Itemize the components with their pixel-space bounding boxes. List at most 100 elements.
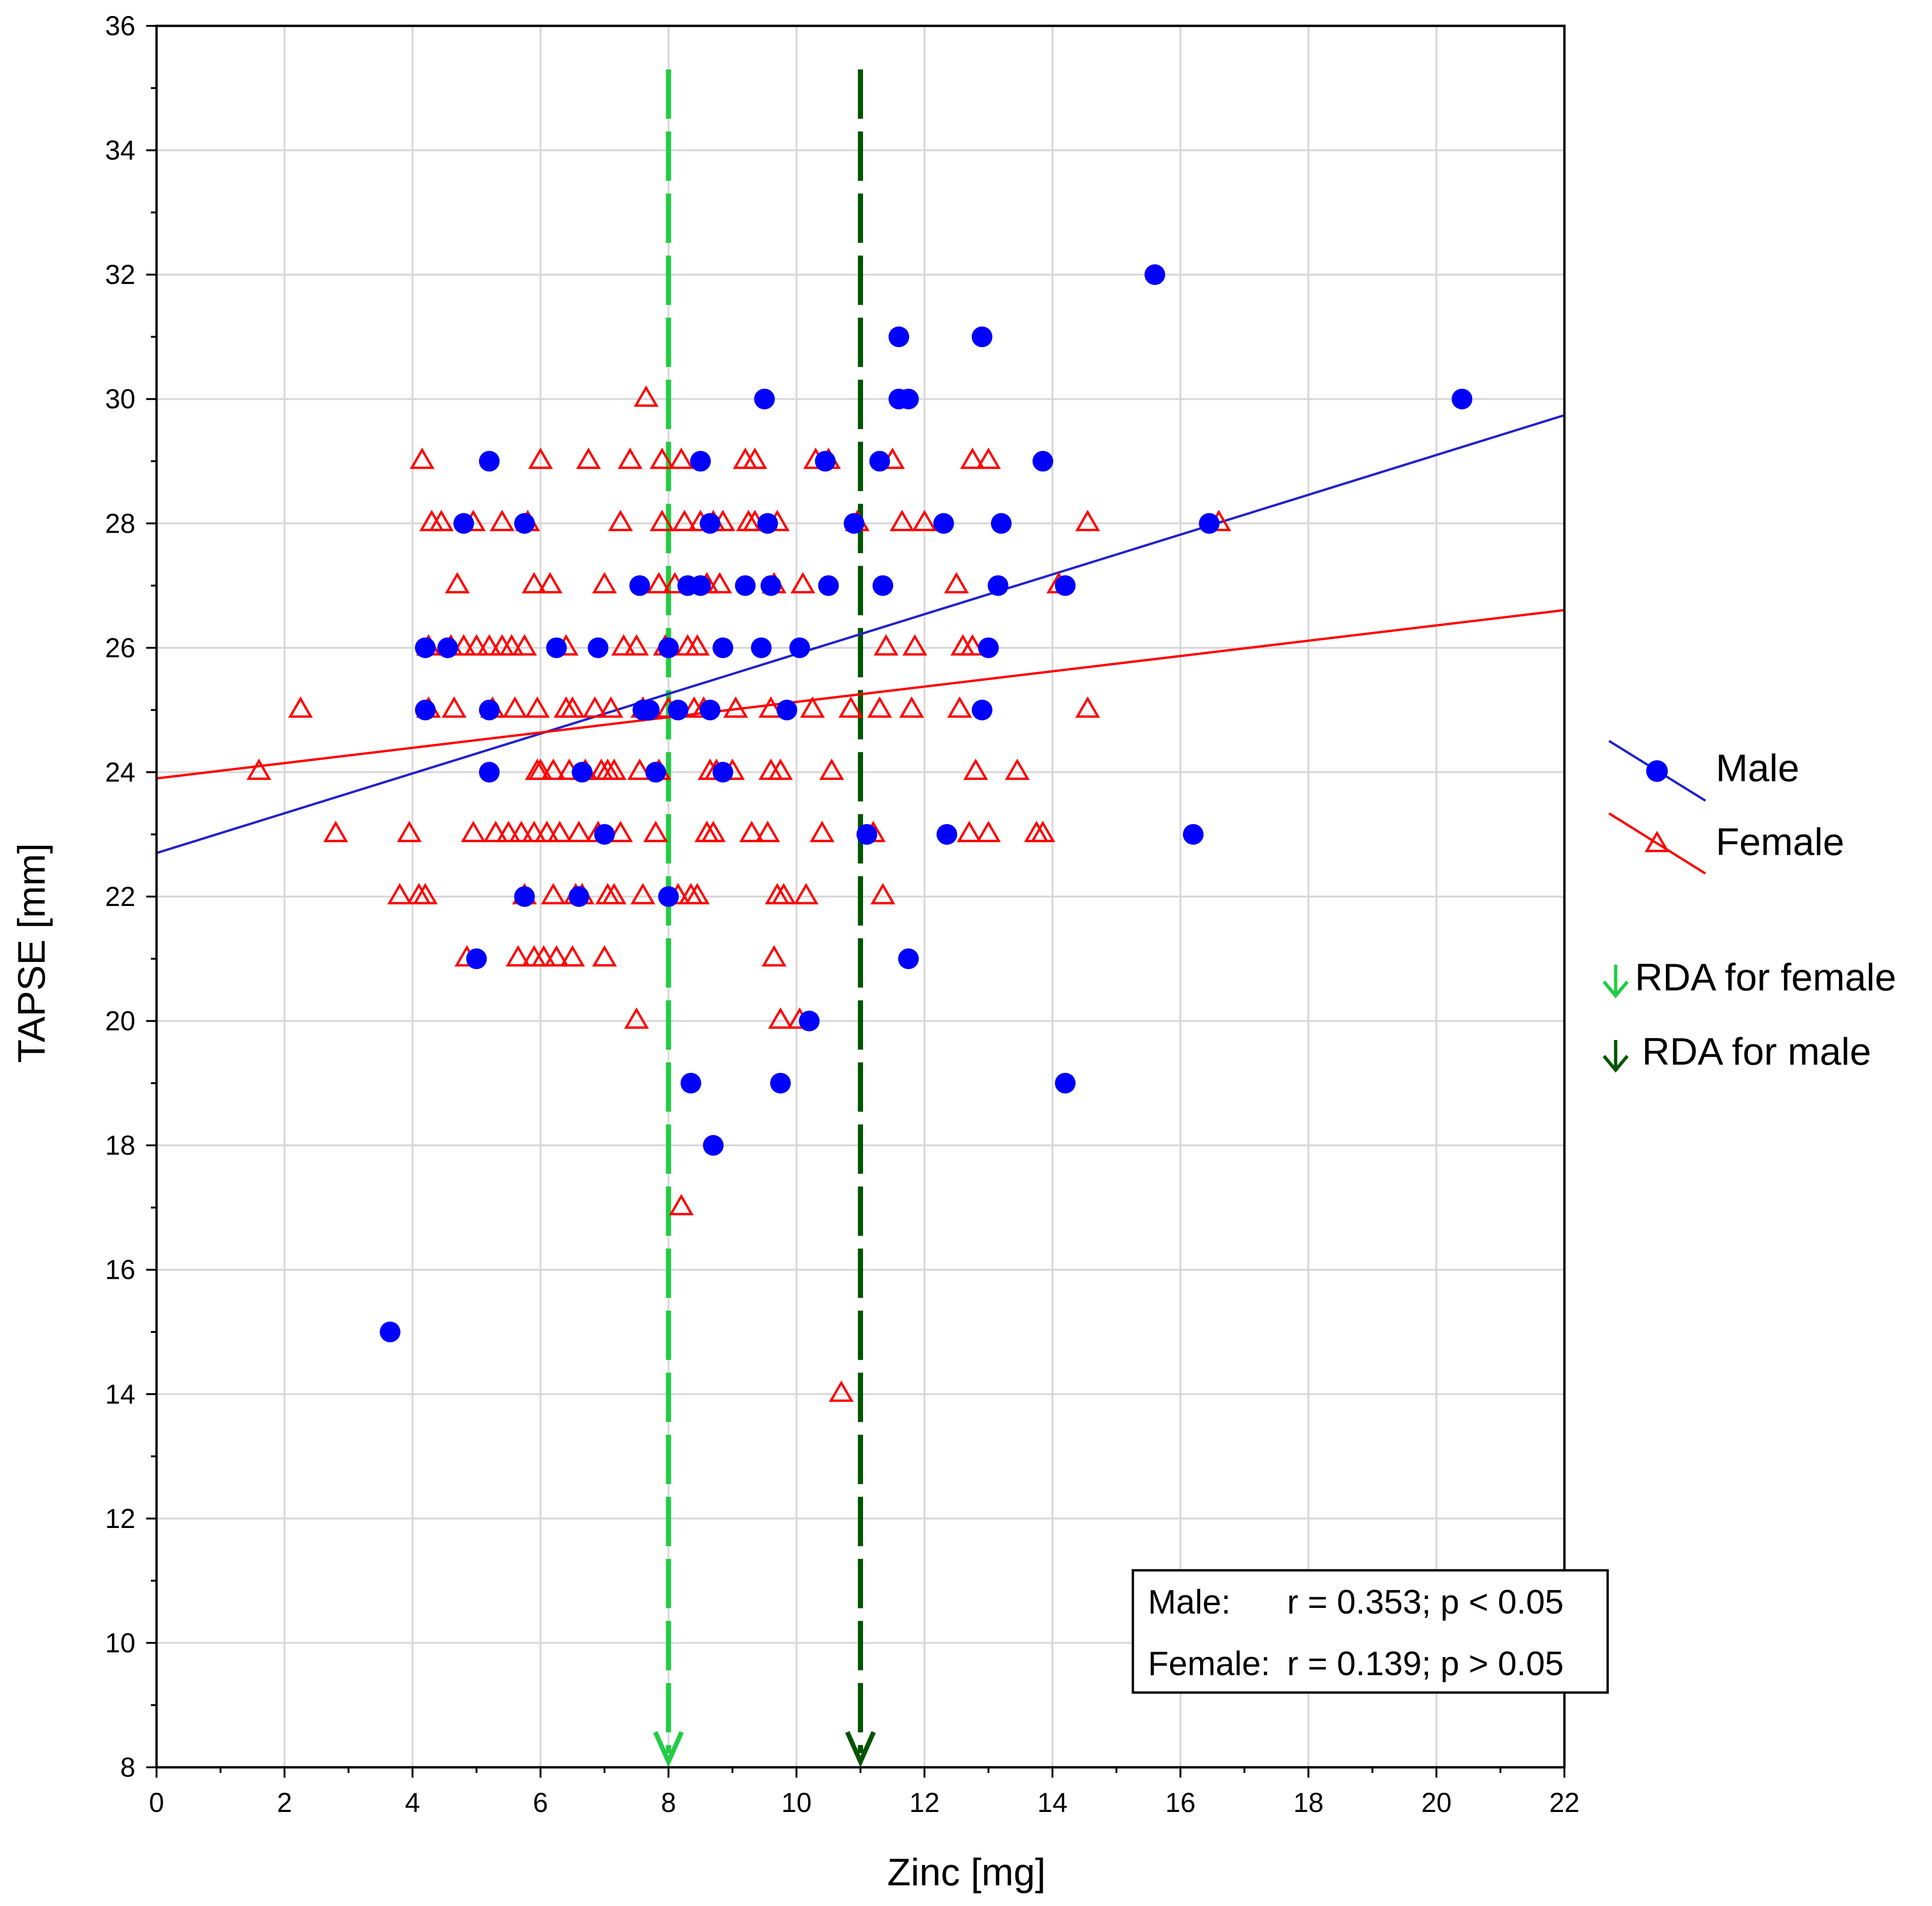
female-point (560, 696, 585, 718)
male-point (898, 948, 919, 969)
x-tick-label: 22 (1549, 1788, 1580, 1818)
y-tick-label: 8 (120, 1752, 135, 1783)
female-point (544, 945, 569, 967)
female-point (592, 945, 617, 967)
female-point (1075, 696, 1100, 718)
female-point (566, 820, 591, 843)
legend-rda-female-label: RDA for female (1635, 956, 1896, 999)
stats-box-frame (1131, 1569, 1609, 1694)
female-point (528, 758, 553, 780)
legend-rda-male-label: RDA for male (1642, 1031, 1871, 1073)
axis-ticks: 0 2 4 6 8 10 12 14 16 18 20 22810121416182022242628… (105, 11, 1579, 1818)
female-point (477, 634, 502, 656)
male-point (770, 1072, 791, 1094)
male-point (712, 637, 733, 658)
female-point (503, 696, 527, 718)
y-tick-label: 34 (105, 135, 135, 166)
y-tick-label: 36 (105, 11, 135, 41)
legend-female-marker (1644, 831, 1670, 852)
female-point (889, 510, 915, 531)
male-point (869, 451, 890, 472)
male-point (988, 575, 1009, 596)
female-point (755, 820, 780, 843)
female-point (873, 634, 899, 656)
female-point (246, 758, 272, 780)
legend-female-line (1608, 812, 1706, 875)
male-point (815, 451, 836, 472)
female-point (870, 883, 895, 905)
female-point (1030, 820, 1055, 843)
female-point (512, 634, 537, 656)
rda-lines (653, 69, 876, 1768)
y-tick-label: 24 (105, 757, 135, 788)
male-point (799, 1010, 820, 1032)
male-point (514, 886, 535, 907)
female-point (441, 696, 467, 718)
female-point (944, 572, 969, 594)
male-point (936, 824, 958, 845)
x-tick-label: 8 (661, 1788, 676, 1818)
female-point (483, 820, 508, 843)
male-point (668, 700, 689, 721)
male-point (479, 451, 500, 472)
male-point (415, 700, 436, 721)
y-tick-label: 18 (105, 1130, 135, 1161)
male-point (514, 513, 535, 534)
female-point (762, 945, 787, 967)
male-point (588, 637, 609, 658)
male-point (699, 513, 721, 534)
female-point (618, 448, 643, 469)
female-point (646, 572, 672, 594)
female-point (630, 883, 655, 905)
female-point (739, 820, 764, 843)
regression-lines (156, 414, 1565, 854)
female-point (960, 448, 985, 469)
male-point (703, 1135, 724, 1156)
male-point (888, 326, 910, 347)
female-point (608, 820, 633, 843)
female-point (445, 572, 470, 594)
female-point (489, 510, 515, 531)
female-point (742, 448, 768, 469)
male-point (933, 513, 954, 534)
female-point (397, 820, 422, 843)
male-point (1199, 513, 1220, 534)
female-point (624, 1007, 649, 1029)
female-point (800, 696, 825, 718)
female-point (947, 696, 972, 718)
stats-male-label: Male: (1148, 1583, 1231, 1621)
female-point (960, 634, 985, 656)
female-point (668, 448, 694, 469)
male-point (1055, 1072, 1076, 1094)
male-point (546, 637, 567, 658)
legend-rda-female-arrow-icon (1602, 965, 1629, 999)
male-point (699, 700, 721, 721)
male-point (677, 575, 698, 596)
female-point (464, 634, 489, 656)
male-point (1055, 575, 1076, 596)
female-point (509, 820, 534, 843)
male-regression-line (156, 414, 1565, 854)
male-point (712, 762, 733, 783)
stats-box: Male: r = 0.353; p < 0.05 Female: r = 0.… (1131, 1569, 1609, 1694)
female-point (288, 696, 313, 718)
female-point (819, 758, 844, 780)
female-regression-line (156, 609, 1565, 780)
female-point (976, 820, 1001, 843)
female-point (957, 820, 982, 843)
x-axis-label: Zinc [mg] (887, 1851, 1045, 1894)
female-point (768, 758, 793, 780)
female-point (541, 883, 566, 905)
male-point (453, 513, 474, 534)
female-point (793, 883, 819, 905)
x-tick-label: 18 (1293, 1788, 1324, 1818)
x-tick-label: 12 (909, 1788, 940, 1818)
male-point (658, 886, 679, 907)
female-point (867, 696, 892, 718)
y-axis-label: TAPSE [mm] (10, 843, 53, 1063)
female-point (685, 883, 710, 905)
male-point (479, 700, 500, 721)
male-point (991, 513, 1012, 534)
